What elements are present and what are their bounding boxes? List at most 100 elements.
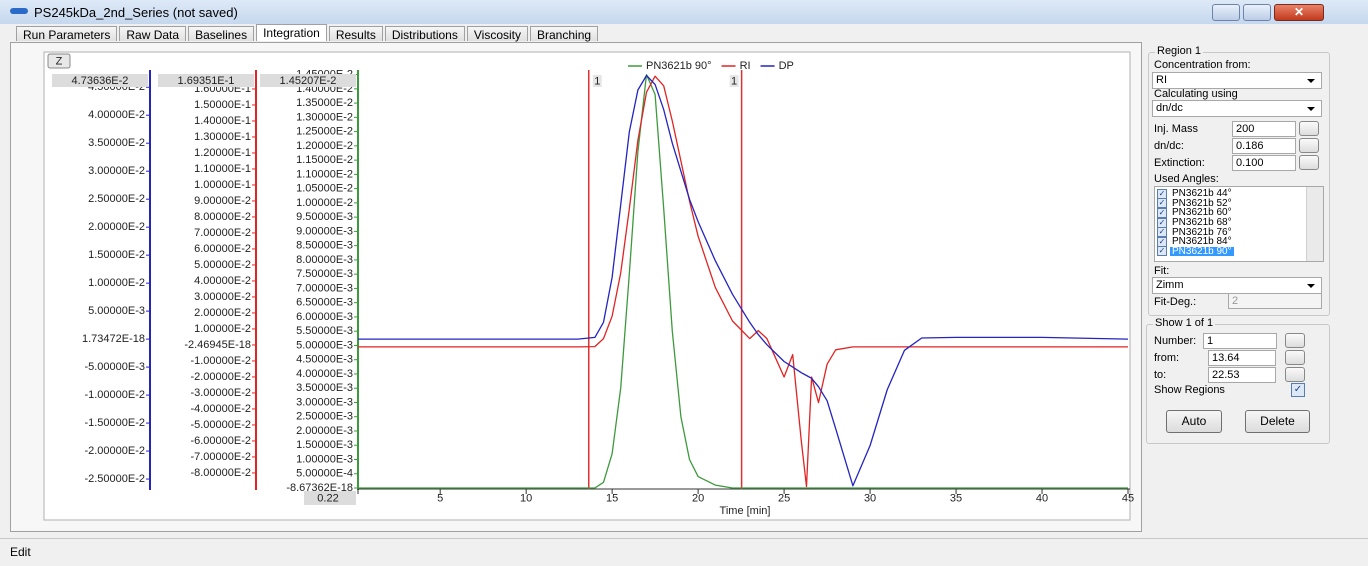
status-text: Edit (10, 545, 31, 559)
spinner[interactable] (1299, 138, 1319, 153)
tab[interactable]: Run Parameters (16, 26, 118, 42)
field-label: from: (1154, 352, 1180, 364)
text-input[interactable]: 200 (1232, 121, 1296, 137)
series-line (358, 75, 1128, 488)
group-title: Region 1 (1155, 45, 1204, 57)
spinner[interactable] (1285, 367, 1305, 382)
dropdown[interactable]: Zimm (1152, 277, 1322, 294)
angle-item[interactable]: ✓ PN3621b 60° (1157, 207, 1321, 218)
y-tick-label: 6.00000E-3 (296, 311, 353, 323)
checkbox[interactable]: ✓ (1157, 198, 1167, 209)
y-tick-label: 3.00000E-2 (88, 165, 145, 177)
spinner[interactable] (1299, 155, 1319, 170)
tab[interactable]: Results (328, 26, 383, 42)
tab[interactable]: Baselines (188, 26, 255, 42)
app-icon (10, 8, 28, 14)
checkbox[interactable]: ✓ (1157, 217, 1167, 228)
y-tick-label: 7.50000E-3 (296, 268, 353, 280)
y-tick-label: -5.00000E-3 (84, 361, 145, 373)
angle-item[interactable]: ✓ PN3621b 68° (1157, 217, 1321, 228)
tab[interactable]: Branching (530, 26, 599, 42)
button[interactable]: Delete (1245, 410, 1310, 433)
y-tick-label: 7.00000E-3 (296, 282, 353, 294)
maximize-button[interactable] (1243, 4, 1271, 21)
checkbox[interactable]: ✓ (1291, 383, 1305, 397)
tab[interactable]: Integration (256, 24, 327, 41)
angle-item[interactable]: ✓ PN3621b 52° (1157, 197, 1321, 209)
tab[interactable]: Distributions (384, 26, 465, 42)
y-tick-label: 9.00000E-2 (194, 195, 251, 207)
y-tick-label: 1.25000E-2 (296, 126, 353, 138)
y-tick-label: -4.00000E-2 (190, 403, 251, 415)
checkbox[interactable]: ✓ (1157, 246, 1167, 257)
axis-max-label: 4.73636E-2 (72, 75, 129, 87)
field-label: Show Regions (1154, 384, 1225, 396)
field-label: Calculating using (1154, 88, 1238, 100)
y-tick-label: -8.67362E-18 (286, 482, 353, 494)
checkbox[interactable]: ✓ (1157, 236, 1167, 247)
angle-item[interactable]: ✓ PN3621b 44° (1157, 188, 1321, 199)
dropdown[interactable]: dn/dc (1152, 100, 1322, 117)
dropdown[interactable]: RI (1152, 72, 1322, 89)
region-label-box (729, 75, 739, 87)
y-tick-label: 2.50000E-3 (296, 411, 353, 423)
angle-item[interactable]: ✓ PN3621b 84° (1157, 236, 1321, 247)
field-label: Concentration from: (1154, 59, 1251, 71)
zoom-button-label[interactable]: Z (56, 55, 63, 67)
angle-item[interactable]: ✓ PN3621b 90° (1157, 246, 1321, 257)
checkbox[interactable]: ✓ (1157, 207, 1167, 218)
text-input[interactable]: 0.100 (1232, 155, 1296, 171)
field-label: Number: (1154, 335, 1197, 347)
y-tick-label: 3.50000E-2 (88, 137, 145, 149)
angle-item[interactable]: ✓ PN3621b 76° (1157, 227, 1321, 238)
tab-strip: Run Parameters Raw Data Baselines Integrati… (16, 24, 600, 43)
text-input[interactable]: 0.186 (1232, 138, 1296, 154)
text-input[interactable]: 2 (1228, 293, 1322, 309)
axis-max-box (260, 74, 356, 87)
tab[interactable]: Raw Data (119, 26, 187, 42)
y-tick-label: -3.00000E-2 (190, 387, 251, 399)
y-tick-label: 1.40000E-1 (194, 115, 251, 127)
spinner[interactable] (1285, 333, 1305, 348)
text-input[interactable]: 22.53 (1208, 367, 1276, 383)
y-tick-label: 1.50000E-3 (296, 439, 353, 451)
checkbox[interactable]: ✓ (1157, 227, 1167, 238)
angle-label: PN3621b 52° (1172, 197, 1232, 209)
y-tick-label: 5.00000E-4 (296, 468, 353, 480)
x-tick-label: 40 (1036, 492, 1048, 504)
y-tick-label: 6.00000E-2 (194, 243, 251, 255)
series-line (358, 74, 1129, 487)
y-tick-label: 1.20000E-2 (296, 140, 353, 152)
region-label-box (592, 75, 602, 87)
y-tick-label: 4.00000E-3 (296, 368, 353, 380)
y-tick-label: 3.50000E-3 (296, 382, 353, 394)
series-line (358, 73, 1128, 489)
checkbox[interactable]: ✓ (1157, 188, 1167, 199)
y-tick-label: 8.00000E-3 (296, 254, 353, 266)
y-tick-label: 1.50000E-2 (88, 249, 145, 261)
y-tick-label: 5.50000E-3 (296, 325, 353, 337)
plot-background (43, 51, 1131, 521)
minimize-button[interactable] (1212, 4, 1240, 21)
window-title: PS245kDa_2nd_Series (not saved) (34, 5, 238, 20)
close-button[interactable]: ✕ (1274, 4, 1324, 21)
y-tick-label: -7.00000E-2 (190, 451, 251, 463)
field-label: Inj. Mass (1154, 123, 1199, 135)
y-tick-label: 1.35000E-2 (296, 97, 353, 109)
y-tick-label: 2.50000E-2 (88, 193, 145, 205)
y-tick-label: -8.00000E-2 (190, 467, 251, 479)
y-tick-label: 1.30000E-1 (194, 131, 251, 143)
spinner[interactable] (1299, 121, 1319, 136)
x-tick-label: 30 (864, 492, 876, 504)
spinner[interactable] (1285, 350, 1305, 365)
button[interactable]: Auto (1166, 410, 1222, 433)
text-input[interactable]: 13.64 (1208, 350, 1276, 366)
status-bar: Edit (0, 538, 1368, 566)
y-tick-label: 1.00000E-3 (296, 453, 353, 465)
text-input[interactable]: 1 (1203, 333, 1277, 349)
field-label: Fit-Deg.: (1154, 296, 1197, 308)
y-tick-label: 3.00000E-3 (296, 396, 353, 408)
zoom-button[interactable] (47, 53, 71, 69)
tab[interactable]: Viscosity (466, 26, 528, 42)
